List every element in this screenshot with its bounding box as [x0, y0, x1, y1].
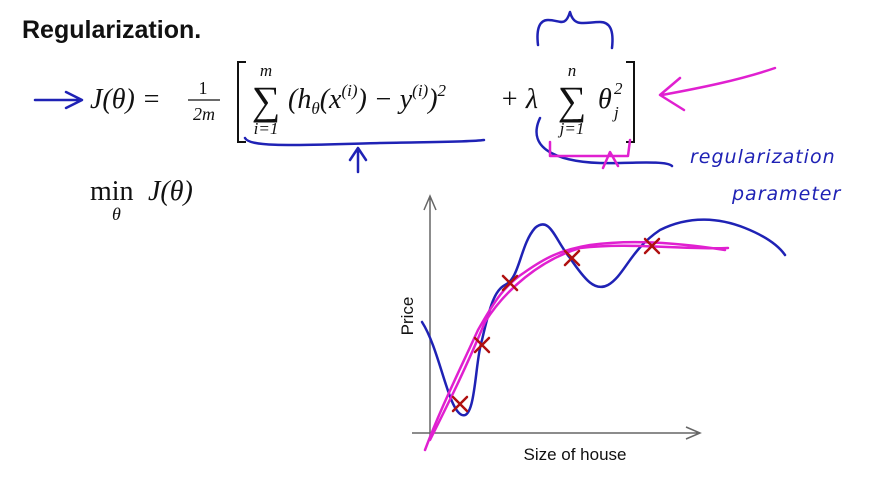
- sum1-upper: m: [260, 61, 272, 80]
- term1-part: ) − y: [356, 84, 413, 115]
- y-axis: [423, 194, 437, 436]
- x-axis: [412, 426, 702, 440]
- fit-curve: [423, 240, 727, 452]
- denominator: 2m: [193, 104, 215, 124]
- pink-arrow: [658, 66, 777, 112]
- pointer-arrow: [33, 90, 84, 110]
- fit-curve: [428, 244, 730, 442]
- right-bracket: [626, 61, 635, 143]
- left-bracket: [237, 61, 246, 143]
- brace: [536, 10, 614, 50]
- term1-sup: (i): [341, 81, 357, 100]
- up-arrow: [348, 146, 368, 174]
- min-subscript: θ: [112, 204, 121, 224]
- underline: [243, 136, 486, 147]
- data-point: [643, 237, 661, 255]
- term1-sup: 2: [438, 81, 447, 100]
- term1-part: (h: [288, 84, 311, 115]
- x-axis-label: Size of house: [523, 445, 626, 464]
- underline: [535, 116, 674, 168]
- term2-sup: 2: [614, 79, 623, 98]
- minimization: min θ J(θ): [90, 176, 193, 224]
- sum2-symbol: ∑: [558, 78, 587, 123]
- term1-sup: (i): [412, 81, 428, 100]
- term1-sub: θ: [311, 99, 319, 118]
- slide-title: Regularization.: [22, 16, 201, 44]
- annotation: parameter: [731, 183, 841, 205]
- term1-part: (x: [320, 84, 342, 115]
- term2-sub: j: [612, 103, 619, 122]
- sketch-plot: Price Size of house: [398, 194, 787, 464]
- cost-function: J(θ) = 1 2m m ∑ i=1 (hθ(x(i)) − y(i))2 +…: [90, 61, 635, 143]
- data-point: [563, 249, 581, 267]
- underbrace: [548, 138, 632, 158]
- annotation: regularization: [690, 146, 836, 168]
- term1: (hθ(x(i)) − y(i))2: [288, 81, 447, 118]
- y-axis-label: Price: [398, 297, 417, 336]
- overfit-curve: [420, 218, 787, 417]
- numerator: 1: [199, 78, 208, 98]
- lhs: J(θ) =: [90, 84, 161, 115]
- sum2-upper: n: [568, 61, 577, 80]
- plus-lambda: + λ: [500, 84, 538, 115]
- data-point: [473, 336, 491, 354]
- min-operator: min: [90, 176, 134, 207]
- small-arrow: [601, 150, 620, 170]
- term2: θ: [598, 84, 612, 115]
- sum1-lower: i=1: [254, 119, 279, 138]
- sum2-lower: j=1: [558, 119, 585, 138]
- data-point: [501, 274, 519, 292]
- data-point: [451, 395, 469, 413]
- min-expression: J(θ): [148, 176, 193, 207]
- sum1-symbol: ∑: [252, 78, 281, 123]
- term1-part: ): [426, 84, 437, 115]
